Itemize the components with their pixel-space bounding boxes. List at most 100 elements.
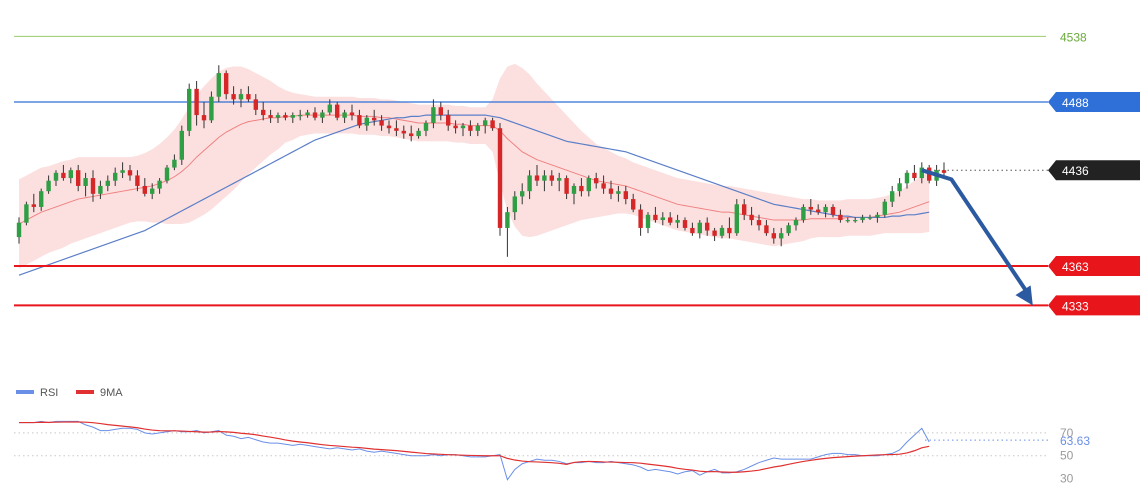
price-tag-layer: 4538 4488 4436 4363 4333: [1048, 30, 1140, 316]
candle-body: [601, 183, 606, 189]
candle-body: [16, 222, 22, 238]
candle-body: [579, 185, 584, 192]
support-1-tag: [1048, 255, 1140, 276]
top-resistance-label: 4538: [1060, 30, 1087, 44]
rsi-tick-label: 70: [1060, 426, 1074, 440]
candle: [39, 188, 44, 211]
candle-body: [142, 185, 147, 194]
candle: [779, 227, 784, 247]
candle: [882, 199, 887, 218]
candle: [431, 99, 436, 129]
candle-body: [882, 201, 887, 215]
candle: [253, 94, 258, 116]
candle-body: [157, 180, 162, 189]
candle: [764, 220, 769, 236]
candle: [113, 167, 118, 186]
candle-body: [697, 222, 702, 234]
candle: [416, 128, 421, 139]
candle-body: [46, 180, 51, 192]
candle: [438, 101, 443, 121]
candle: [801, 204, 806, 223]
candle-body: [808, 206, 813, 210]
candle-body: [941, 170, 947, 173]
candle: [771, 227, 776, 244]
candle: [475, 122, 480, 137]
candle-body: [527, 175, 532, 192]
candle: [668, 212, 673, 226]
candle-body: [446, 115, 451, 126]
candle: [719, 225, 725, 239]
candle: [660, 212, 665, 226]
candle-body: [816, 209, 821, 213]
candle: [61, 164, 66, 181]
candle: [682, 217, 688, 231]
current-price-tag: [1048, 160, 1140, 181]
candle: [194, 80, 199, 126]
candle-body: [127, 170, 133, 176]
candle-body: [897, 183, 902, 192]
candle: [460, 122, 466, 137]
candle-body: [394, 128, 399, 131]
candle: [631, 193, 636, 213]
candle: [690, 222, 695, 236]
candle-body: [875, 214, 880, 218]
candle-body: [416, 130, 421, 137]
candle: [446, 109, 451, 131]
support-1-label: 4363: [1062, 260, 1089, 274]
candle-body: [608, 188, 614, 194]
candle-body: [890, 191, 895, 202]
candle-body: [83, 178, 88, 186]
candle: [483, 117, 488, 134]
forecast-arrow-head: [1015, 285, 1033, 306]
candle: [349, 104, 355, 121]
candle: [305, 109, 310, 118]
support-2-tag: [1048, 295, 1140, 316]
candle-body: [756, 220, 762, 226]
candle-body: [675, 220, 680, 223]
candle: [150, 183, 155, 200]
candle-body: [453, 125, 458, 129]
candle-body: [231, 94, 236, 100]
candle: [742, 199, 747, 221]
candle: [372, 109, 377, 126]
rsi-tick-label: 30: [1060, 472, 1074, 486]
candle: [520, 183, 525, 205]
candle-body: [690, 227, 695, 234]
candle: [401, 125, 406, 139]
candle: [675, 214, 680, 228]
candle: [179, 125, 184, 165]
candle: [105, 175, 110, 192]
candle-body: [719, 227, 725, 236]
candle: [423, 120, 429, 137]
candle-body: [238, 94, 244, 100]
candle-body: [742, 204, 747, 215]
candle: [557, 172, 562, 192]
candle-body: [268, 115, 273, 118]
candle: [16, 217, 22, 244]
candle-body: [505, 212, 510, 228]
candle-body: [860, 217, 865, 221]
forecast-arrow-layer: [921, 168, 1033, 306]
candle-body: [468, 125, 473, 131]
candle-body: [31, 204, 36, 207]
candle: [453, 120, 458, 134]
candle-body: [853, 220, 858, 222]
candle-body: [564, 178, 569, 194]
candle-body: [105, 180, 110, 186]
candle: [68, 167, 73, 184]
candle: [653, 206, 658, 223]
candle: [24, 201, 29, 226]
candle: [164, 164, 170, 184]
candle: [386, 120, 392, 134]
candle: [409, 125, 414, 142]
candle: [76, 164, 81, 192]
moving-average-layer: [18, 114, 930, 276]
candle-body: [771, 233, 776, 239]
candle: [83, 172, 88, 197]
candle: [290, 112, 295, 123]
candle-body: [305, 112, 310, 116]
candle-body: [638, 209, 643, 228]
rsi-legend-label: RSI: [40, 387, 58, 399]
candle: [867, 214, 873, 221]
